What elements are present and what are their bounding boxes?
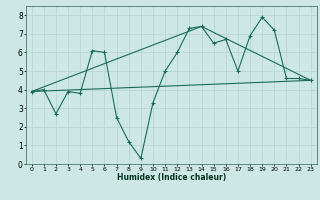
X-axis label: Humidex (Indice chaleur): Humidex (Indice chaleur) [116, 173, 226, 182]
